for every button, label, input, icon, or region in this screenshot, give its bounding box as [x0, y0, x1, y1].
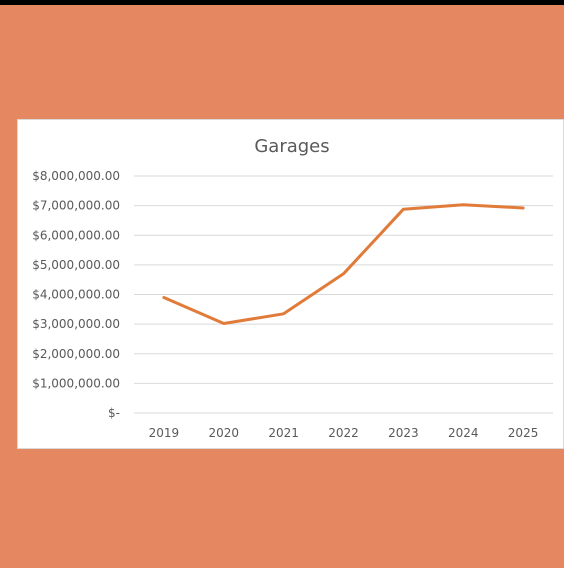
x-tick-label: 2022	[328, 426, 359, 440]
x-axis-labels: 2019 2020 2021 2022 2023 2024 2025	[149, 426, 539, 440]
y-tick-label: $1,000,000.00	[32, 376, 120, 390]
x-tick-label: 2025	[508, 426, 539, 440]
y-tick-label: $6,000,000.00	[32, 228, 120, 242]
y-tick-label: $5,000,000.00	[32, 258, 120, 272]
y-tick-label: $2,000,000.00	[32, 347, 120, 361]
line-chart: Garages $- $1,000,000.00 $2,000,000.00 $3,0…	[32, 136, 553, 440]
y-tick-label: $8,000,000.00	[32, 169, 120, 183]
x-tick-label: 2021	[268, 426, 299, 440]
x-tick-label: 2023	[388, 426, 419, 440]
y-tick-label: $7,000,000.00	[32, 199, 120, 213]
x-tick-label: 2024	[448, 426, 479, 440]
x-tick-label: 2020	[209, 426, 240, 440]
gridlines	[134, 175, 553, 414]
series-line[interactable]	[162, 203, 525, 325]
chart-card[interactable]: Garages $- $1,000,000.00 $2,000,000.00 $3,0…	[17, 119, 564, 449]
top-edge-bar	[0, 0, 564, 5]
y-tick-label: $-	[108, 406, 120, 420]
y-tick-label: $4,000,000.00	[32, 288, 120, 302]
y-tick-label: $3,000,000.00	[32, 317, 120, 331]
x-tick-label: 2019	[149, 426, 180, 440]
chart-title: Garages	[254, 136, 329, 157]
y-axis-labels: $- $1,000,000.00 $2,000,000.00 $3,000,000.0…	[32, 169, 120, 420]
series-lines	[162, 203, 525, 325]
